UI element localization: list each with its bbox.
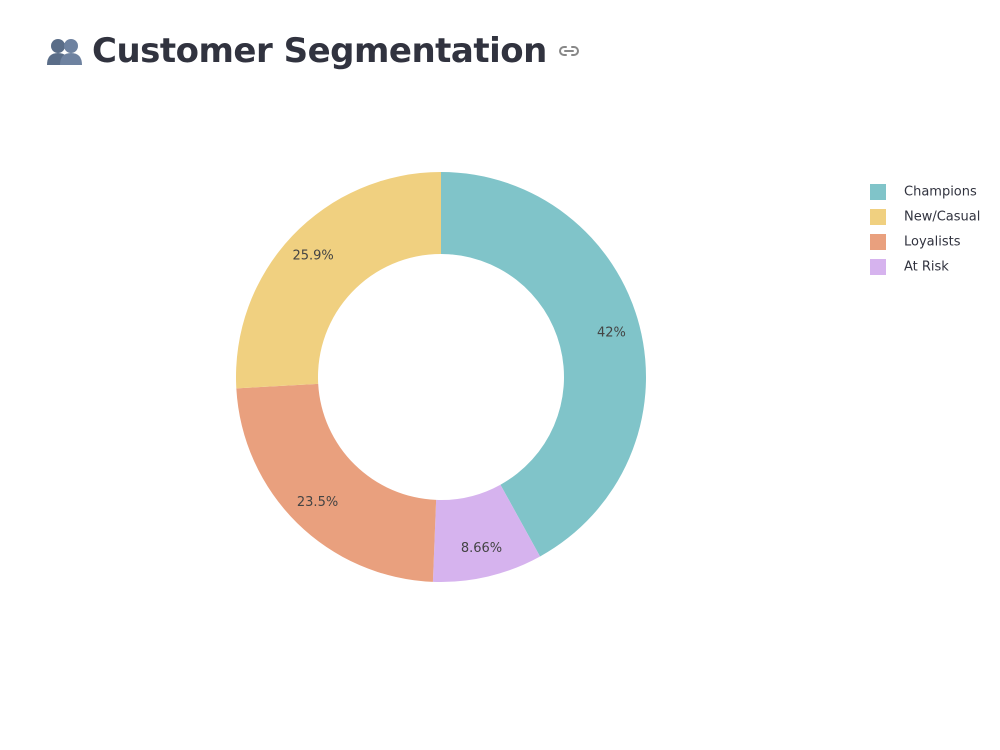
donut-slices [235, 172, 646, 582]
legend-label-at-risk: At Risk [904, 260, 949, 275]
legend-item-loyalists[interactable]: Loyalists [870, 234, 961, 250]
slice-label-loyalists: 23.5% [297, 495, 338, 510]
slice-at-risk[interactable] [432, 484, 541, 582]
legend-swatch-at-risk [870, 259, 886, 275]
legend-item-new-casual[interactable]: New/Casual [870, 209, 980, 225]
slice-label-at-risk: 8.66% [461, 541, 502, 556]
slice-labels: 42% 8.66% 23.5% 25.9% [292, 249, 625, 556]
slice-champions[interactable] [441, 172, 646, 557]
legend-item-champions[interactable]: Champions [870, 184, 977, 200]
legend-label-loyalists: Loyalists [904, 235, 961, 250]
link-icon[interactable] [557, 39, 581, 63]
legend-item-at-risk[interactable]: At Risk [870, 259, 949, 275]
legend-swatch-new-casual [870, 209, 886, 225]
page-title: Customer Segmentation [92, 31, 547, 71]
chart-legend: Champions New/Casual Loyalists At Risk [870, 184, 980, 275]
slice-loyalists[interactable] [236, 383, 437, 582]
legend-label-new-casual: New/Casual [904, 210, 980, 225]
legend-swatch-loyalists [870, 234, 886, 250]
slice-new-casual[interactable] [235, 172, 441, 389]
slice-label-new-casual: 25.9% [292, 249, 333, 264]
legend-swatch-champions [870, 184, 886, 200]
busts-in-silhouette-icon [46, 36, 84, 66]
page-header: Customer Segmentation [46, 28, 581, 74]
legend-label-champions: Champions [904, 185, 977, 200]
slice-label-champions: 42% [597, 326, 626, 341]
